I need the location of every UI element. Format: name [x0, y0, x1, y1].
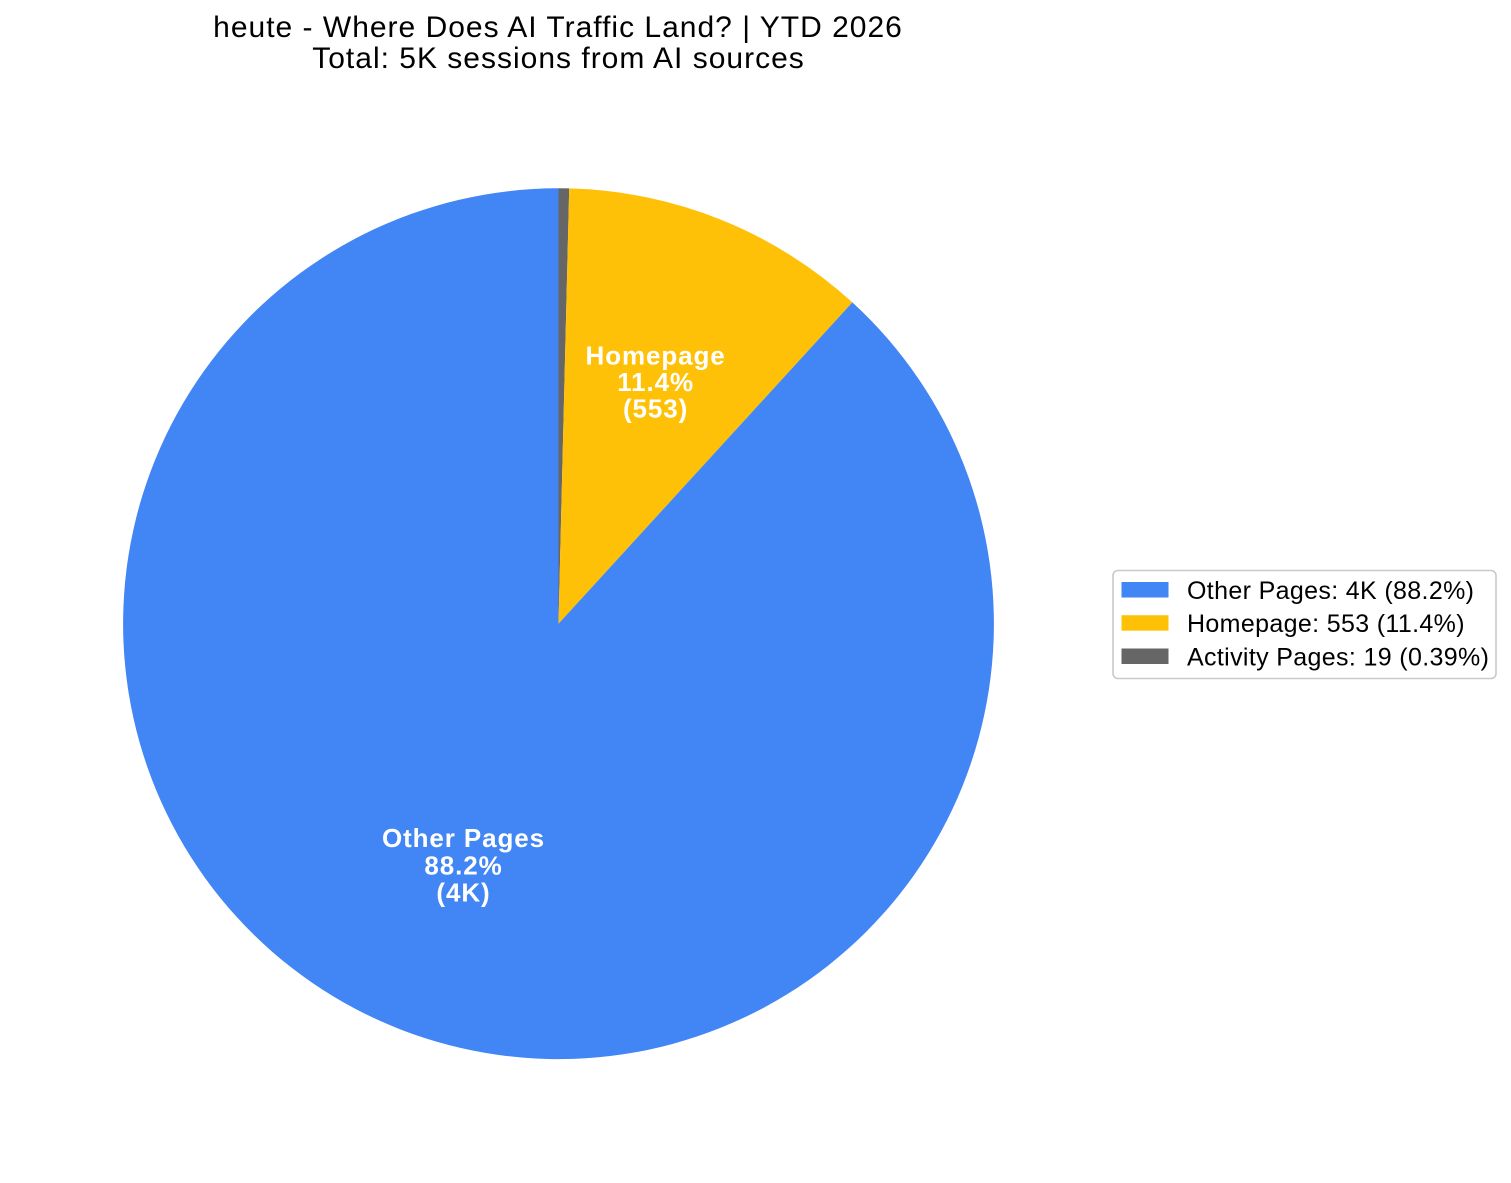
- svg-text:(4K): (4K): [436, 878, 490, 908]
- svg-text:88.2%: 88.2%: [424, 850, 502, 880]
- svg-text:Other Pages: Other Pages: [382, 823, 545, 853]
- svg-text:Other Pages: 4K (88.2%): Other Pages: 4K (88.2%): [1187, 577, 1474, 605]
- svg-text:Homepage: 553 (11.4%): Homepage: 553 (11.4%): [1187, 610, 1465, 638]
- svg-text:heute - Where Does AI Traffic: heute - Where Does AI Traffic Land? | YT…: [213, 11, 903, 44]
- svg-text:(553): (553): [623, 394, 688, 424]
- svg-text:Homepage: Homepage: [586, 341, 726, 371]
- svg-text:11.4%: 11.4%: [617, 367, 694, 397]
- svg-text:Total: 5K sessions from AI sou: Total: 5K sessions from AI sources: [312, 42, 805, 75]
- svg-text:Activity Pages: 19 (0.39%): Activity Pages: 19 (0.39%): [1187, 644, 1489, 672]
